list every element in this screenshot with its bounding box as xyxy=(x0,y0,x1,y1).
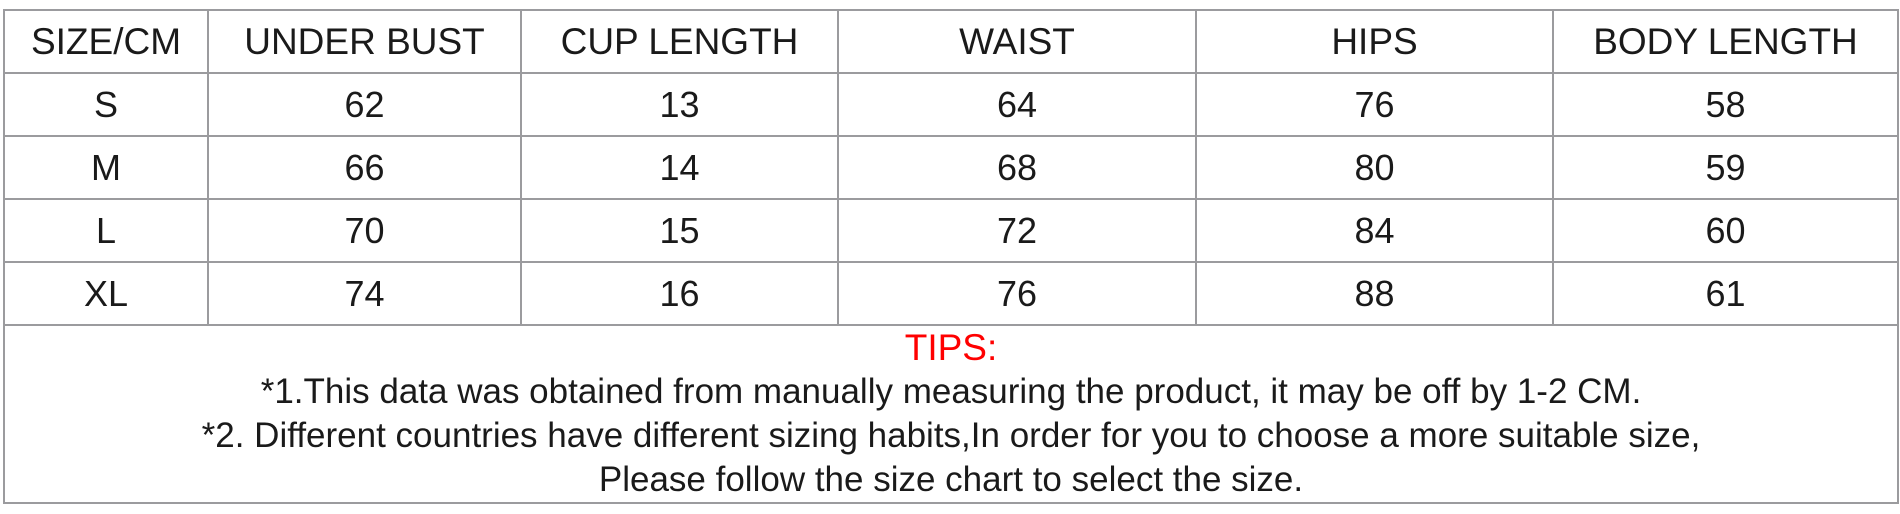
table-row-size-l: L 70 15 72 84 60 xyxy=(3,198,1899,263)
tips-cell: TIPS: *1.This data was obtained from man… xyxy=(3,324,1899,504)
table-cell: 66 xyxy=(207,135,522,200)
table-cell: 72 xyxy=(837,198,1197,263)
table-cell: 70 xyxy=(207,198,522,263)
table-row-size-m: M 66 14 68 80 59 xyxy=(3,135,1899,200)
tips-title: TIPS: xyxy=(904,327,998,368)
column-header-size-cm: SIZE/CM xyxy=(3,9,209,74)
size-chart-panel: SIZE/CM UNDER BUST CUP LENGTH WAIST HIPS… xyxy=(0,9,1900,514)
column-header-waist: WAIST xyxy=(837,9,1197,74)
table-cell: 16 xyxy=(520,261,839,326)
table-cell: 68 xyxy=(837,135,1197,200)
size-label-cell: S xyxy=(3,72,209,137)
size-chart-table: SIZE/CM UNDER BUST CUP LENGTH WAIST HIPS… xyxy=(3,9,1899,504)
tips-line-3: Please follow the size chart to select t… xyxy=(598,460,1304,499)
table-cell: 14 xyxy=(520,135,839,200)
tips-line-1: *1.This data was obtained from manually … xyxy=(260,372,1642,411)
table-row-size-xl: XL 74 16 76 88 61 xyxy=(3,261,1899,326)
table-row-size-s: S 62 13 64 76 58 xyxy=(3,72,1899,137)
table-cell: 64 xyxy=(837,72,1197,137)
table-cell: 62 xyxy=(207,72,522,137)
table-header-row: SIZE/CM UNDER BUST CUP LENGTH WAIST HIPS… xyxy=(3,9,1899,74)
table-cell: 80 xyxy=(1195,135,1554,200)
table-cell: 60 xyxy=(1552,198,1899,263)
table-cell: 88 xyxy=(1195,261,1554,326)
tips-line-2: *2. Different countries have different s… xyxy=(201,416,1701,455)
table-cell: 59 xyxy=(1552,135,1899,200)
column-header-under-bust: UNDER BUST xyxy=(207,9,522,74)
size-label-cell: M xyxy=(3,135,209,200)
column-header-hips: HIPS xyxy=(1195,9,1554,74)
size-label-cell: XL xyxy=(3,261,209,326)
table-cell: 76 xyxy=(1195,72,1554,137)
table-cell: 74 xyxy=(207,261,522,326)
size-label-cell: L xyxy=(3,198,209,263)
table-cell: 13 xyxy=(520,72,839,137)
table-cell: 76 xyxy=(837,261,1197,326)
table-cell: 84 xyxy=(1195,198,1554,263)
column-header-body-length: BODY LENGTH xyxy=(1552,9,1899,74)
column-header-cup-length: CUP LENGTH xyxy=(520,9,839,74)
table-cell: 58 xyxy=(1552,72,1899,137)
tips-row: TIPS: *1.This data was obtained from man… xyxy=(3,324,1899,504)
table-cell: 15 xyxy=(520,198,839,263)
table-cell: 61 xyxy=(1552,261,1899,326)
